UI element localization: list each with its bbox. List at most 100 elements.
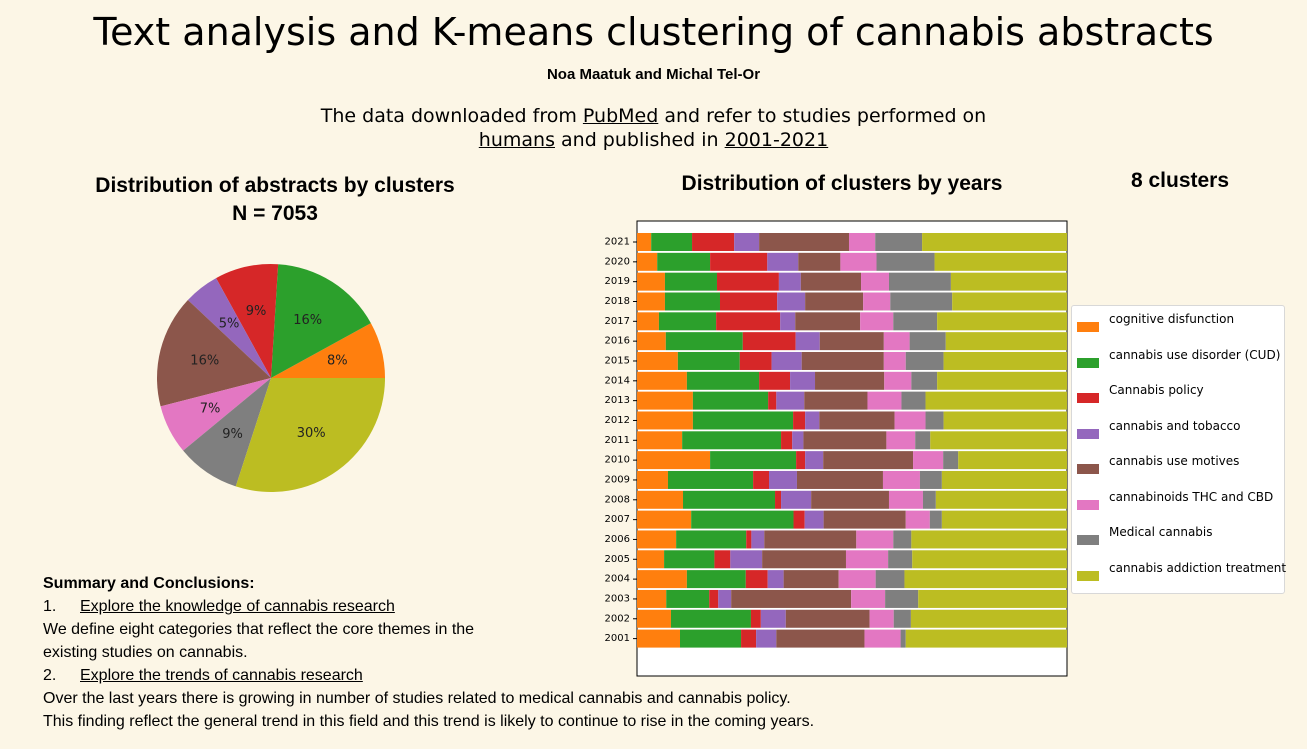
chart-legend: cognitive disfunction cannabis use disord… — [1071, 305, 1286, 594]
bar-segment — [875, 570, 905, 589]
years-link[interactable]: 2001-2021 — [724, 129, 829, 151]
summary-item-2: 2. Explore the trends of cannabis researc… — [43, 664, 1243, 687]
bar-segment — [803, 431, 887, 450]
bar-segment — [934, 252, 1067, 271]
bar-segment — [864, 629, 901, 648]
bar-segment — [823, 510, 906, 529]
legend-swatch — [1077, 499, 1099, 510]
bar-segment — [900, 629, 906, 648]
bar-segment — [922, 233, 1067, 251]
bar-segment — [937, 312, 1067, 331]
bar-segment — [683, 490, 776, 509]
legend-label: cognitive disfunction — [1109, 312, 1235, 326]
y-tick-label: 2007 — [605, 514, 630, 525]
bar-segment — [922, 490, 936, 509]
bar-segment — [716, 312, 781, 331]
item-2-text-line-1: Over the last years there is growing in … — [43, 690, 791, 707]
bar-segment — [637, 510, 692, 529]
y-tick-label: 2013 — [605, 395, 630, 406]
bar-segment — [943, 351, 1067, 370]
bar-segment — [925, 391, 1067, 410]
intro-prefix: The data downloaded from — [320, 105, 583, 127]
y-tick-label: 2018 — [605, 296, 630, 307]
intro-line-2: humans and published in 2001-2021 — [0, 128, 1307, 152]
intro-mid-1: and refer to studies performed on — [658, 105, 987, 127]
bar-segment — [664, 550, 715, 569]
summary-section: Summary and Conclusions: 1. Explore the k… — [43, 572, 1243, 733]
bar-segment — [943, 451, 959, 470]
bar-segment — [937, 371, 1067, 390]
bar-segment — [804, 510, 824, 529]
bar-segment — [691, 510, 794, 529]
bar-segment — [637, 292, 665, 311]
bar-segment — [876, 252, 935, 271]
humans-link[interactable]: humans — [478, 129, 555, 151]
bar-segment — [637, 609, 671, 628]
bar-segment — [883, 351, 906, 370]
intro-text: The data downloaded from PubMed and refe… — [0, 104, 1307, 152]
bar-segment — [759, 371, 791, 390]
bar-segment — [893, 609, 911, 628]
stacked-bar-chart: 2021 2020 2019 2018 2017 2016 2015 2014 2013 2012… — [605, 220, 1068, 677]
pie-slice — [183, 378, 271, 487]
bar-segment — [823, 451, 914, 470]
bar-segment — [767, 570, 784, 589]
bar-segment — [883, 332, 910, 351]
bar-segment — [805, 292, 864, 311]
bar-segment — [890, 292, 953, 311]
page-title: Text analysis and K-means clustering of … — [93, 10, 1214, 54]
y-tick-label: 2012 — [605, 415, 630, 426]
bar-segment — [771, 351, 802, 370]
pie-chart: 8%16%9%5%16%7%9% 30% — [156, 263, 385, 493]
bar-segment — [815, 371, 885, 390]
bar-segment — [909, 332, 946, 351]
bar-segment — [943, 411, 1067, 430]
legend-swatch — [1077, 357, 1099, 368]
bar-segment — [739, 351, 772, 370]
bar-segment — [801, 351, 884, 370]
bar-segment — [819, 411, 895, 430]
y-tick-label: 2002 — [605, 613, 630, 624]
pie-slice-label: 16% — [293, 313, 322, 328]
bar-segment — [692, 411, 794, 430]
bar-segment — [911, 371, 938, 390]
item-2-number: 2. — [43, 667, 57, 684]
intro-line-1: The data downloaded from PubMed and refe… — [0, 104, 1307, 128]
y-tick-label: 2008 — [605, 494, 630, 505]
bar-segment — [731, 589, 852, 608]
bar-segment — [686, 371, 760, 390]
y-tick-label: 2021 — [605, 237, 630, 248]
bar-segment — [764, 530, 857, 549]
bar-segment — [911, 530, 1067, 549]
pie-slice-label: 16% — [190, 353, 219, 368]
bar-segment — [637, 332, 666, 351]
bar-segment — [781, 490, 812, 509]
item-1-title[interactable]: Explore the knowledge of cannabis resear… — [80, 598, 395, 615]
legend-item: cannabis and tobacco — [1077, 419, 1282, 439]
bar-segment — [893, 530, 912, 549]
bar-segment — [637, 451, 711, 470]
bar-segment — [811, 490, 889, 509]
legend-swatch — [1077, 535, 1099, 545]
bar-segment — [888, 490, 923, 509]
bar-segment — [637, 589, 667, 608]
bar-segment — [919, 470, 942, 489]
legend-swatch — [1077, 464, 1099, 474]
bar-segment — [792, 431, 804, 450]
bar-segment — [884, 371, 912, 390]
bar-segment — [730, 550, 763, 569]
bar-segment — [885, 589, 919, 608]
pie-slice-label: 5% — [219, 316, 240, 331]
pie-slice-label: 9% — [246, 304, 267, 319]
y-tick-label: 2009 — [605, 474, 630, 485]
y-tick-label: 2011 — [605, 435, 630, 446]
bar-segment — [796, 451, 806, 470]
bar-segment — [760, 609, 786, 628]
legend-item: cognitive disfunction — [1077, 312, 1282, 332]
y-tick-label: 2005 — [605, 554, 630, 565]
bar-segment — [793, 510, 805, 529]
bar-segment — [929, 510, 942, 529]
item-2-title[interactable]: Explore the trends of cannabis research — [80, 667, 363, 684]
bar-segment — [777, 292, 806, 311]
pubmed-link[interactable]: PubMed — [582, 105, 659, 127]
